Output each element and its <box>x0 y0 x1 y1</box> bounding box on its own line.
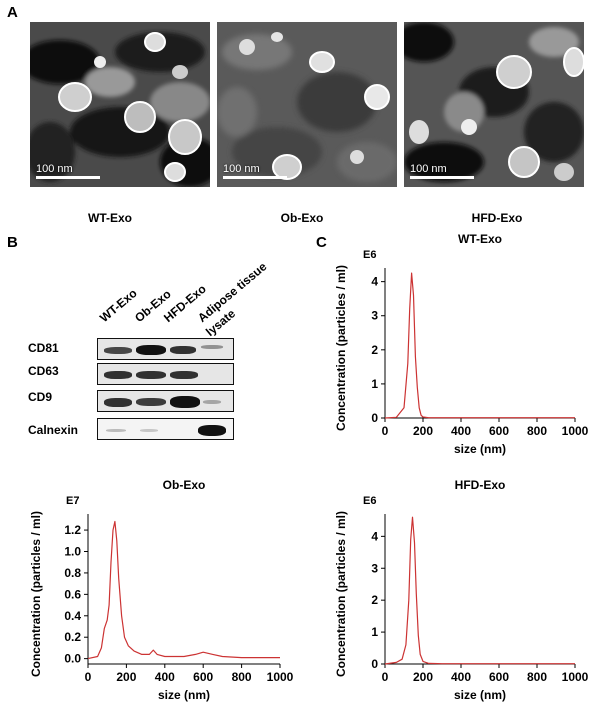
scale-bar-label: 100 nm <box>36 163 73 175</box>
x-axis-label: size (nm) <box>158 688 210 702</box>
scale-bar: 100 nm <box>410 163 474 179</box>
x-tick-label: 200 <box>413 670 433 684</box>
wb-column-label: WT-Exo <box>97 285 140 325</box>
axis-multiplier: E6 <box>363 495 376 507</box>
axis-multiplier: E6 <box>363 249 376 261</box>
wb-row-label: CD9 <box>28 390 53 404</box>
tem-label-hfd: HFD-Exo <box>471 211 523 225</box>
chart-title: HFD-Exo <box>455 478 506 492</box>
x-tick-label: 1000 <box>267 670 294 684</box>
y-tick-label: 0.8 <box>64 566 81 580</box>
x-tick-label: 400 <box>155 670 175 684</box>
y-tick-label: 0.2 <box>64 630 81 644</box>
y-tick-label: 4 <box>371 529 378 543</box>
y-tick-label: 3 <box>371 561 378 575</box>
x-tick-label: 600 <box>489 670 509 684</box>
scale-bar: 100 nm <box>223 163 287 179</box>
chart-hfd-exo: HFD-Exo E6 0 1 2 3 4 0 200 400 600 800 1000 size (nm)… <box>334 478 589 702</box>
x-tick-label: 1000 <box>562 424 589 438</box>
y-tick-label: 2 <box>371 593 378 607</box>
tem-label-ob: Ob-Exo <box>280 211 324 225</box>
y-tick-label: 1.2 <box>64 523 81 537</box>
chart-title: WT-Exo <box>458 232 502 246</box>
x-tick-label: 0 <box>382 424 389 438</box>
tem-image-ob: 100 nm <box>217 22 397 187</box>
y-tick-label: 1.0 <box>64 545 81 559</box>
x-tick-label: 400 <box>451 424 471 438</box>
wb-strip <box>97 390 234 412</box>
y-axis-label: Concentration (particles / ml) <box>334 265 348 431</box>
panel-letter-c: C <box>316 234 327 251</box>
scale-bar-label: 100 nm <box>410 163 447 175</box>
x-tick-label: 800 <box>527 670 547 684</box>
series-line <box>87 520 280 660</box>
x-tick-label: 600 <box>193 670 213 684</box>
y-tick-label: 0 <box>371 411 378 425</box>
y-axis-label: Concentration (particles / ml) <box>334 511 348 677</box>
y-tick-label: 1 <box>371 625 378 639</box>
tem-image-wt: 100 nm <box>30 22 210 187</box>
y-axis-label: Concentration (particles / ml) <box>29 511 43 677</box>
y-tick-label: 0 <box>371 657 378 671</box>
x-axis-label: size (nm) <box>454 442 506 456</box>
x-tick-label: 0 <box>85 670 92 684</box>
x-tick-label: 200 <box>116 670 136 684</box>
y-tick-label: 0.4 <box>64 609 81 623</box>
x-axis-label: size (nm) <box>454 688 506 702</box>
panel-letter-b: B <box>7 234 18 251</box>
x-tick-label: 200 <box>413 424 433 438</box>
tem-image-hfd: 100 nm <box>404 22 584 187</box>
y-tick-label: 0.0 <box>64 652 81 666</box>
series-line <box>384 516 575 665</box>
chart-title: Ob-Exo <box>163 478 206 492</box>
wb-row-label: CD81 <box>28 341 59 355</box>
wb-row-label: CD63 <box>28 364 59 378</box>
x-tick-label: 1000 <box>562 670 589 684</box>
x-tick-label: 800 <box>527 424 547 438</box>
wb-strip <box>97 363 234 385</box>
y-tick-label: 1 <box>371 377 378 391</box>
y-tick-label: 2 <box>371 343 378 357</box>
wb-strip <box>97 418 234 440</box>
x-tick-label: 0 <box>382 670 389 684</box>
y-tick-label: 3 <box>371 309 378 323</box>
y-tick-label: 0.6 <box>64 587 81 601</box>
scale-bar-label: 100 nm <box>223 163 260 175</box>
x-tick-label: 800 <box>232 670 252 684</box>
scale-bar: 100 nm <box>36 163 100 179</box>
x-tick-label: 400 <box>451 670 471 684</box>
wb-row-label: Calnexin <box>28 423 79 437</box>
chart-wt-exo: WT-Exo E6 0 1 2 3 4 0 200 400 600 800 1000 size (nm) C… <box>334 232 589 456</box>
x-tick-label: 600 <box>489 424 509 438</box>
series-line <box>384 272 575 419</box>
chart-ob-exo: Ob-Exo E7 0.0 0.2 0.4 0.6 0.8 1.0 1.2 0 200 400 600 8… <box>29 478 294 702</box>
tem-label-wt: WT-Exo <box>88 211 132 225</box>
y-tick-label: 4 <box>371 275 378 289</box>
axis-multiplier: E7 <box>66 495 79 507</box>
wb-strip <box>97 338 234 360</box>
panel-letter-a: A <box>7 4 18 21</box>
